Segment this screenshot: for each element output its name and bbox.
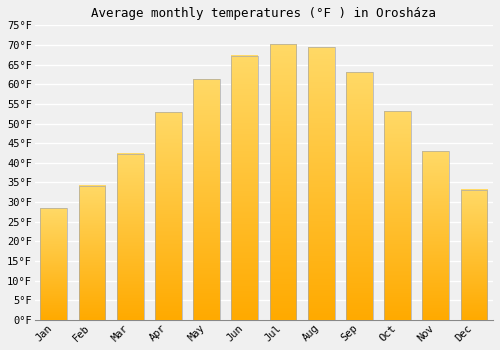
Bar xyxy=(346,72,372,320)
Bar xyxy=(40,208,67,320)
Bar xyxy=(270,44,296,320)
Bar xyxy=(155,112,182,320)
Bar xyxy=(78,186,106,320)
Bar xyxy=(308,47,334,320)
Bar xyxy=(422,151,449,320)
Bar xyxy=(384,111,411,320)
Title: Average monthly temperatures (°F ) in Orosháza: Average monthly temperatures (°F ) in Or… xyxy=(92,7,436,20)
Bar xyxy=(117,154,143,320)
Bar xyxy=(232,56,258,320)
Bar xyxy=(193,79,220,320)
Bar xyxy=(460,190,487,320)
